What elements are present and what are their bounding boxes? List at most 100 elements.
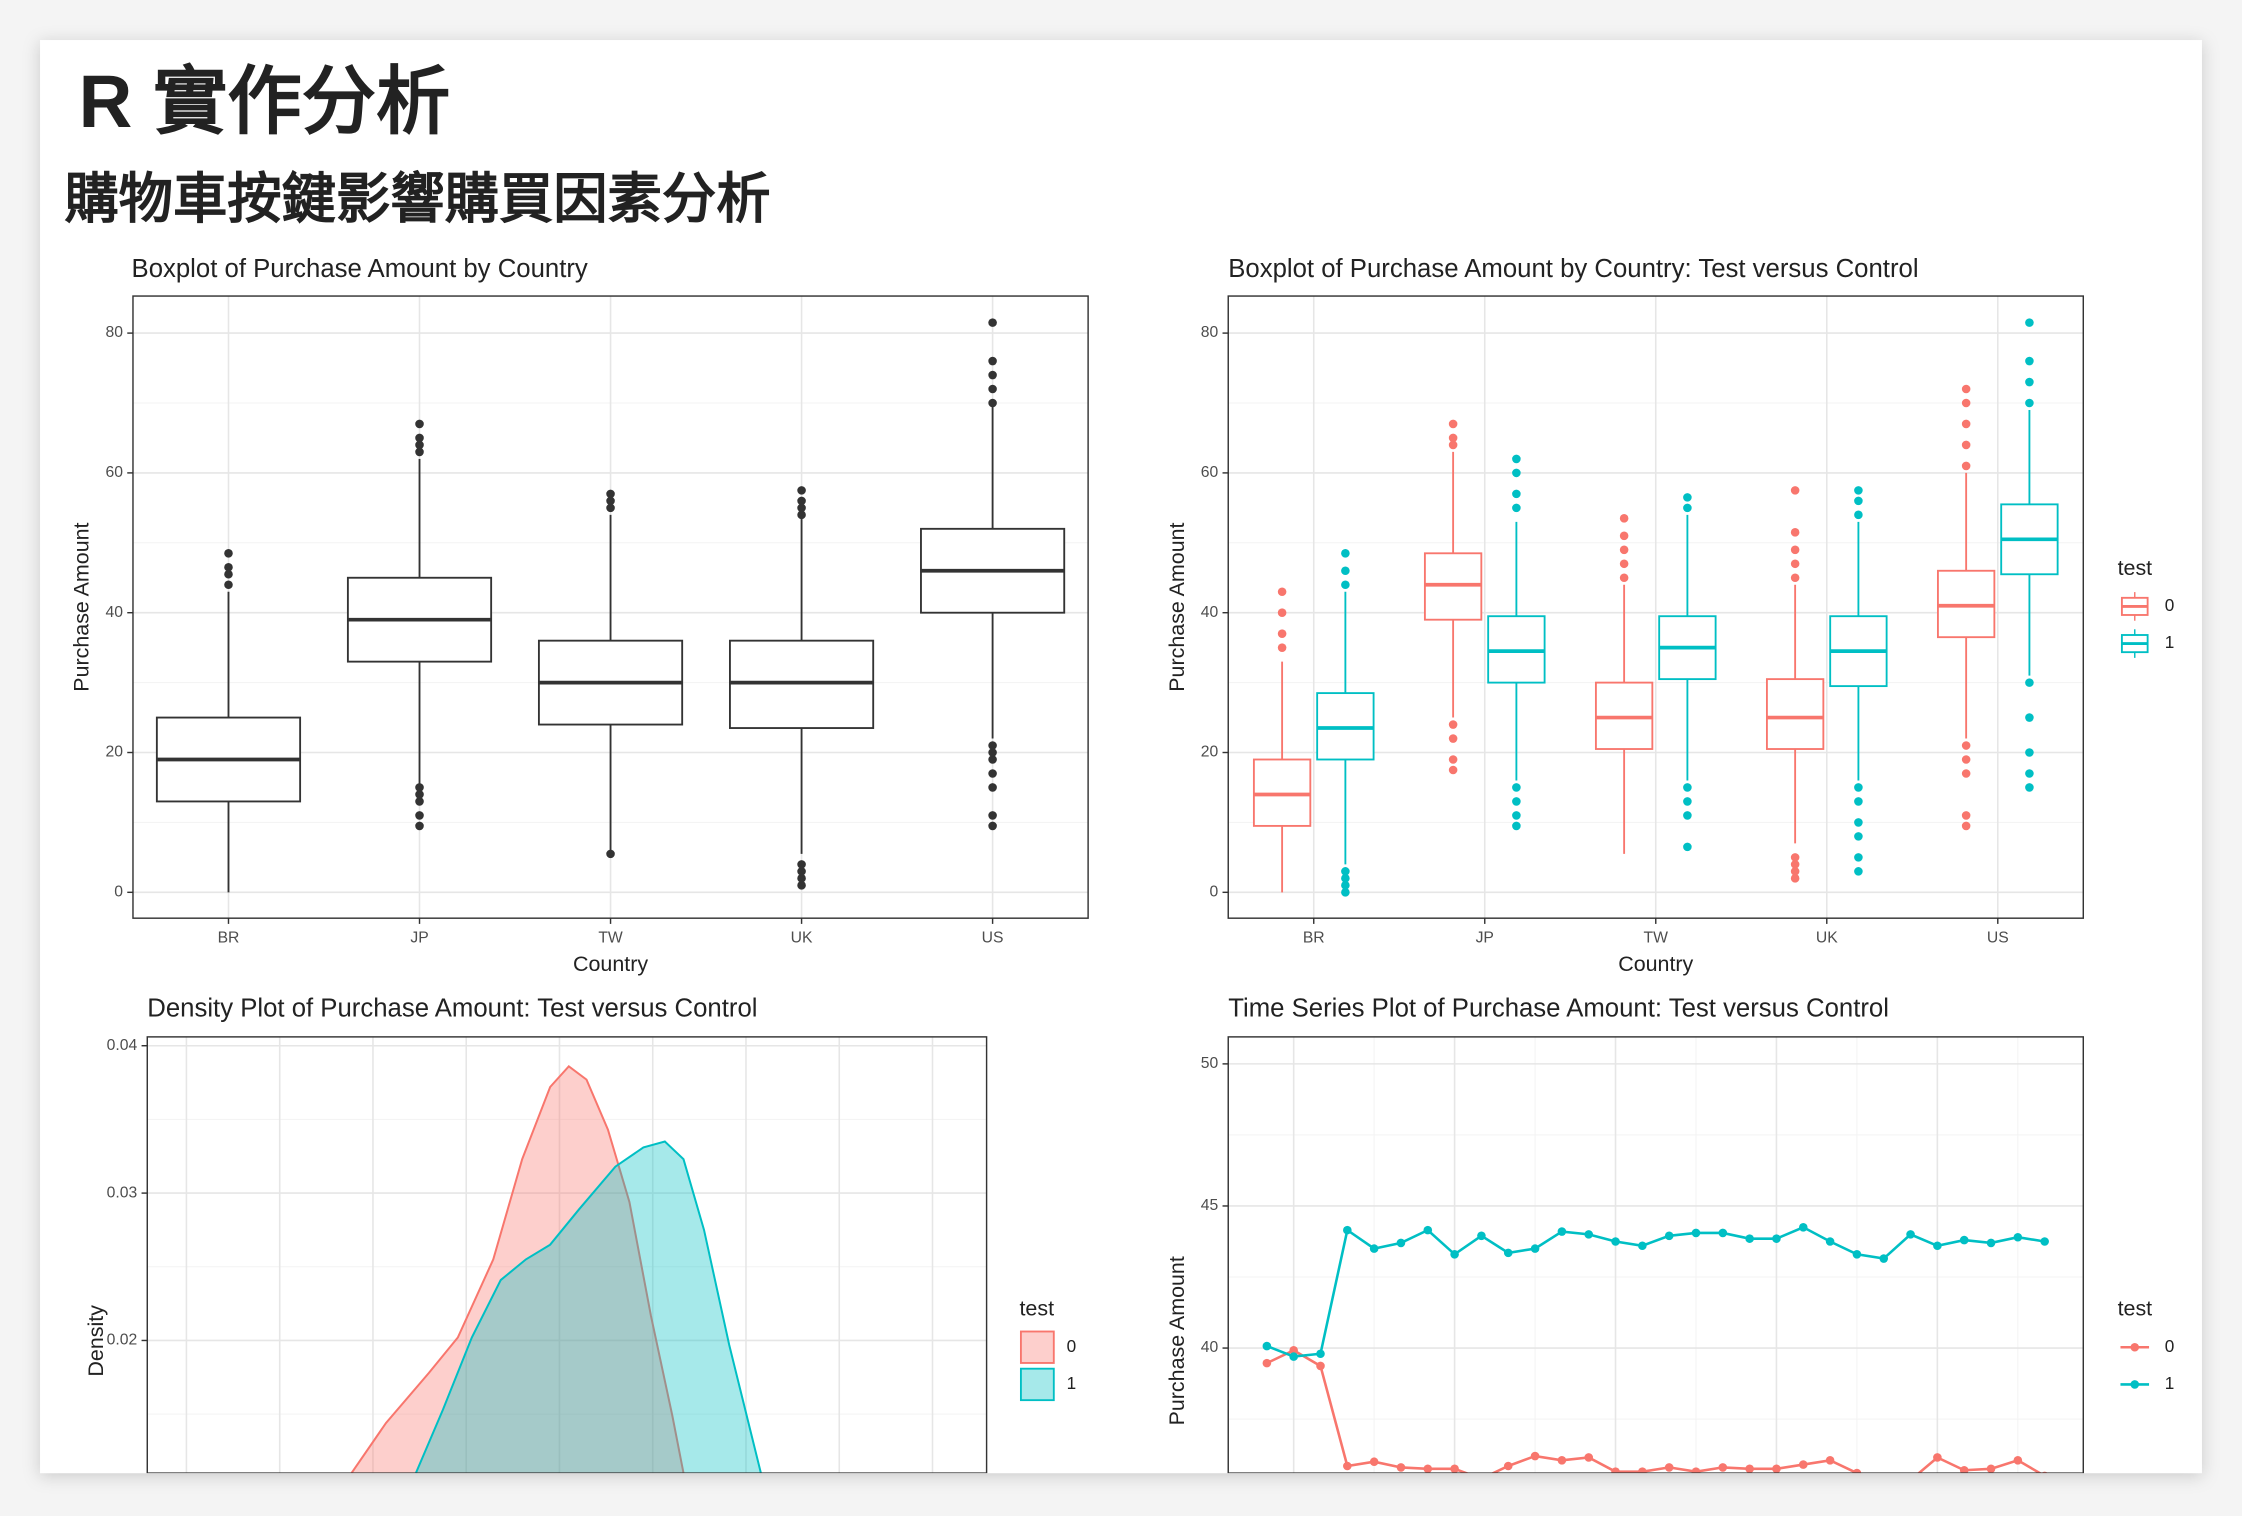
point	[1959, 1235, 1969, 1245]
point	[1772, 1464, 1781, 1474]
x-tick-label: BR	[1303, 929, 1325, 946]
outlier	[415, 811, 424, 820]
outlier	[415, 433, 424, 443]
point	[1852, 1249, 1862, 1259]
outlier	[1961, 440, 1971, 450]
y-tick-label: 0	[1209, 883, 1218, 900]
point	[1450, 1464, 1459, 1474]
outlier	[606, 489, 615, 499]
outlier	[1790, 528, 1800, 537]
panel-border	[1227, 1036, 2085, 1474]
outlier	[1448, 734, 1458, 743]
point	[1477, 1231, 1486, 1241]
content: R 實作分析 購物車按鍵影響購買因素分析 Boxplot of Purchase…	[64, 60, 2175, 1474]
chart-title: Time Series Plot of Purchase Amount: Tes…	[1228, 995, 1889, 1023]
outlier	[2025, 678, 2034, 687]
outlier	[1683, 811, 1692, 820]
y-tick-label: 80	[1201, 324, 1219, 341]
legend-key	[1019, 1367, 1055, 1402]
point	[1557, 1227, 1567, 1236]
outlier	[1961, 461, 1971, 471]
outlier	[415, 447, 424, 457]
legend-key	[1019, 1330, 1055, 1364]
point	[1745, 1234, 1754, 1243]
density-area	[415, 1141, 761, 1474]
outlier	[1512, 783, 1521, 792]
series-line	[1266, 1348, 2043, 1474]
outlier	[1341, 580, 1350, 590]
outlier	[1683, 493, 1692, 502]
outlier	[1683, 797, 1692, 806]
point	[1959, 1465, 1969, 1474]
y-tick-label: 20	[105, 744, 123, 761]
point	[1906, 1230, 1915, 1239]
outlier	[1961, 741, 1971, 750]
legend-key	[2130, 1342, 2140, 1352]
outlier	[1790, 559, 1800, 569]
outlier	[606, 849, 615, 859]
point	[1772, 1234, 1781, 1243]
y-tick-label: 20	[1201, 744, 1219, 761]
outlier	[988, 811, 997, 820]
outlier	[2025, 748, 2034, 757]
outlier	[797, 486, 806, 495]
outlier	[2025, 377, 2034, 387]
point	[1584, 1453, 1594, 1462]
point	[1798, 1460, 1808, 1469]
outlier	[1341, 888, 1350, 897]
outlier	[224, 569, 233, 579]
point	[1369, 1457, 1379, 1467]
outlier	[1961, 419, 1971, 429]
y-tick-label: 40	[1201, 604, 1219, 621]
outlier	[1277, 629, 1287, 638]
outlier	[606, 496, 615, 506]
outlier	[1341, 881, 1350, 890]
point	[1638, 1241, 1647, 1251]
x-tick-label: UK	[1816, 929, 1838, 946]
outlier	[1512, 468, 1521, 478]
outlier	[2025, 356, 2034, 366]
point	[1289, 1346, 1298, 1355]
plot	[132, 296, 1089, 919]
outlier	[224, 580, 233, 590]
outlier	[1512, 503, 1521, 513]
point	[1611, 1237, 1620, 1246]
point	[1396, 1238, 1406, 1248]
point	[1798, 1222, 1808, 1232]
box	[1765, 678, 1825, 750]
point	[1691, 1467, 1701, 1474]
legend-label: 1	[2165, 632, 2175, 652]
outlier	[797, 496, 806, 506]
legend-label: 1	[1067, 1373, 1077, 1393]
outlier	[797, 867, 806, 876]
outlier	[1961, 398, 1971, 408]
point	[1262, 1341, 1272, 1351]
outlier	[1448, 720, 1458, 729]
outlier	[1512, 811, 1521, 820]
point	[1530, 1244, 1540, 1253]
density-line	[414, 1140, 762, 1474]
point	[1825, 1456, 1835, 1465]
point	[1933, 1453, 1942, 1462]
outlier	[2025, 713, 2034, 722]
outlier	[1512, 821, 1521, 831]
y-tick-label: 45	[1201, 1197, 1219, 1214]
outlier	[988, 821, 997, 831]
outlier	[988, 769, 997, 778]
outlier	[1854, 867, 1863, 876]
density-line	[350, 1065, 685, 1474]
x-axis-label: Country	[573, 952, 648, 976]
panel-border	[146, 1036, 988, 1474]
x-tick-label: UK	[791, 929, 813, 946]
outlier	[1961, 384, 1971, 394]
outlier	[1854, 486, 1863, 495]
outlier	[1619, 531, 1629, 541]
outlier	[415, 797, 424, 806]
outlier	[2025, 398, 2034, 408]
outlier	[1961, 755, 1971, 764]
y-axis-label: Density	[84, 1305, 108, 1377]
point	[1664, 1463, 1674, 1472]
legend-title: test	[1019, 1297, 1054, 1321]
outlier	[988, 783, 997, 792]
